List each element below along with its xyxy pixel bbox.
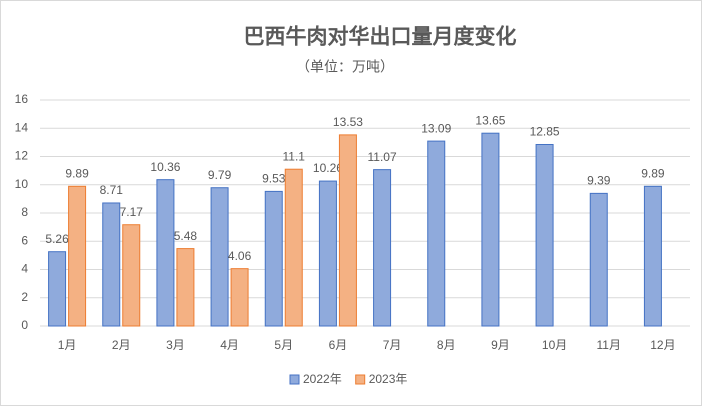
bar	[230, 268, 249, 327]
data-label: 12.85	[530, 125, 560, 139]
data-label: 13.53	[333, 115, 363, 129]
chart-subtitle: （单位：万吨）	[296, 59, 394, 75]
data-label: 5.26	[45, 232, 69, 246]
bar	[481, 132, 500, 327]
y-tick-label: 4	[21, 262, 28, 276]
x-tick-label: 8月	[437, 338, 456, 352]
bar	[68, 185, 87, 327]
bar	[643, 185, 662, 327]
bar	[156, 179, 175, 327]
legend-label: 2022年	[303, 372, 342, 386]
bar	[176, 248, 195, 327]
x-tick-label: 12月	[650, 338, 675, 352]
data-label: 9.79	[208, 168, 232, 182]
x-tick-label: 7月	[383, 338, 402, 352]
y-tick-label: 16	[15, 92, 29, 106]
y-tick-label: 14	[15, 120, 29, 134]
x-tick-label: 9月	[491, 338, 510, 352]
x-tick-label: 5月	[274, 338, 293, 352]
chart-title: 巴西牛肉对华出口量月度变化	[244, 25, 517, 49]
data-label: 10.26	[313, 161, 343, 175]
legend-label: 2023年	[369, 372, 408, 386]
y-tick-label: 6	[21, 233, 28, 247]
x-tick-label: 10月	[542, 338, 567, 352]
data-label: 9.39	[587, 174, 611, 188]
bar	[102, 202, 121, 327]
data-label: 13.09	[421, 121, 451, 135]
x-tick-label: 3月	[166, 338, 185, 352]
bar	[427, 140, 446, 327]
data-label: 7.17	[120, 205, 144, 219]
data-label: 9.89	[65, 166, 89, 180]
data-label: 11.07	[368, 150, 397, 164]
bar	[373, 169, 392, 327]
bar	[122, 224, 141, 327]
bar	[589, 192, 608, 327]
bar	[48, 251, 67, 327]
data-label: 5.48	[174, 229, 198, 243]
x-tick-label: 2月	[112, 338, 131, 352]
bar	[210, 187, 229, 327]
bar	[338, 134, 357, 327]
data-label: 8.71	[100, 183, 124, 197]
bar	[535, 143, 554, 327]
y-tick-label: 8	[21, 205, 28, 219]
legend-swatch	[355, 374, 366, 385]
data-label: 9.89	[641, 166, 665, 180]
bar	[318, 180, 337, 327]
y-tick-label: 2	[21, 290, 28, 304]
data-label: 10.36	[150, 160, 180, 174]
x-tick-label: 6月	[329, 338, 348, 352]
data-label: 9.53	[262, 172, 286, 186]
bar	[284, 168, 303, 327]
x-tick-label: 4月	[220, 338, 239, 352]
x-tick-label: 11月	[597, 338, 621, 352]
data-label: 4.06	[228, 249, 252, 263]
legend-swatch	[289, 374, 300, 385]
x-tick-label: 1月	[58, 338, 77, 352]
data-label: 13.65	[475, 113, 505, 127]
bar	[264, 190, 283, 327]
y-tick-label: 12	[15, 149, 29, 163]
y-tick-label: 0	[21, 318, 28, 332]
data-label: 11.1	[283, 149, 306, 163]
y-tick-label: 10	[15, 177, 29, 191]
